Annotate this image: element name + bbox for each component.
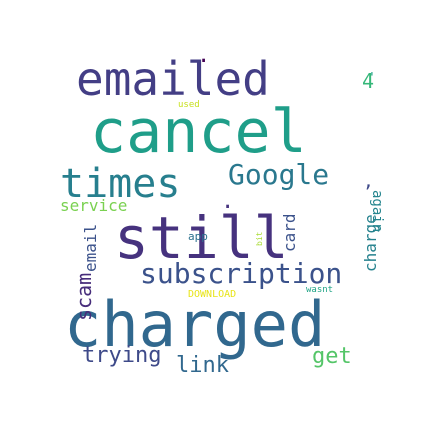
word-get: get — [312, 344, 352, 369]
word-emailed: emailed — [76, 52, 270, 106]
word-subscription: subscription — [140, 257, 342, 290]
word-scam: scam — [72, 273, 96, 321]
word-comma: , — [363, 171, 374, 192]
word-used: used — [178, 100, 200, 110]
word-dash: - — [364, 70, 380, 78]
word-trying: trying — [82, 343, 161, 368]
word-times: times — [60, 161, 180, 207]
word-dot-middle: . — [221, 189, 234, 214]
word-bit: bit — [255, 231, 264, 246]
word-download: DOWNLOAD — [188, 289, 236, 300]
word-dot-top: . — [197, 43, 210, 68]
word-google: Google — [228, 158, 329, 191]
word-4: 4 — [362, 69, 374, 93]
word-wasnt: wasnt — [306, 285, 333, 295]
word-again: again — [369, 190, 385, 232]
word-charge: charge — [361, 214, 380, 272]
word-card: card — [280, 213, 299, 252]
word-email: email — [81, 224, 100, 272]
word-cancel: cancel — [90, 97, 307, 167]
word-still: still — [114, 204, 289, 272]
word-app: app — [188, 230, 208, 243]
word-link: link — [176, 353, 229, 378]
word-service: service — [60, 196, 127, 215]
word-charged: charged — [64, 288, 325, 361]
